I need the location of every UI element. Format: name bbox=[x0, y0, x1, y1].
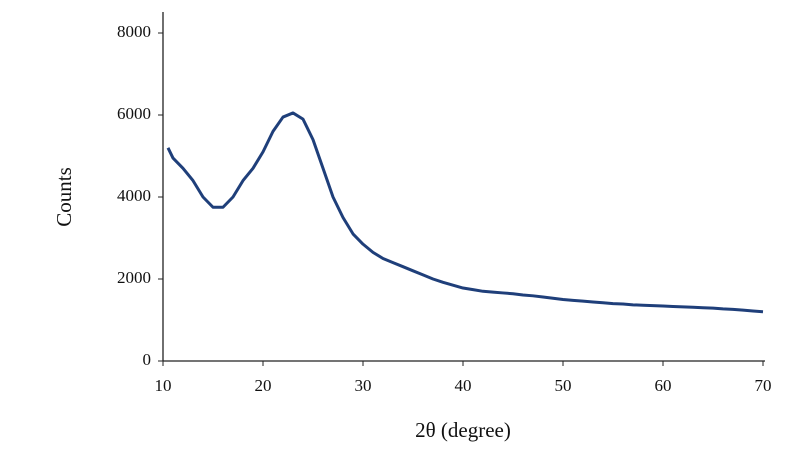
y-axis-label: Counts bbox=[52, 167, 76, 227]
x-tick-label: 60 bbox=[655, 376, 672, 395]
x-tick-label: 40 bbox=[455, 376, 472, 395]
x-tick-label: 70 bbox=[755, 376, 772, 395]
x-tick-label: 10 bbox=[155, 376, 172, 395]
y-tick-label: 2000 bbox=[117, 268, 151, 287]
x-tick-label: 50 bbox=[555, 376, 572, 395]
x-tick-label: 30 bbox=[355, 376, 372, 395]
y-tick-label: 8000 bbox=[117, 22, 151, 41]
x-tick-label: 20 bbox=[255, 376, 272, 395]
y-tick-label: 6000 bbox=[117, 104, 151, 123]
y-tick-label: 4000 bbox=[117, 186, 151, 205]
y-tick-label: 0 bbox=[143, 350, 152, 369]
data-line bbox=[166, 111, 764, 314]
x-axis-label: 2θ (degree) bbox=[415, 418, 511, 442]
